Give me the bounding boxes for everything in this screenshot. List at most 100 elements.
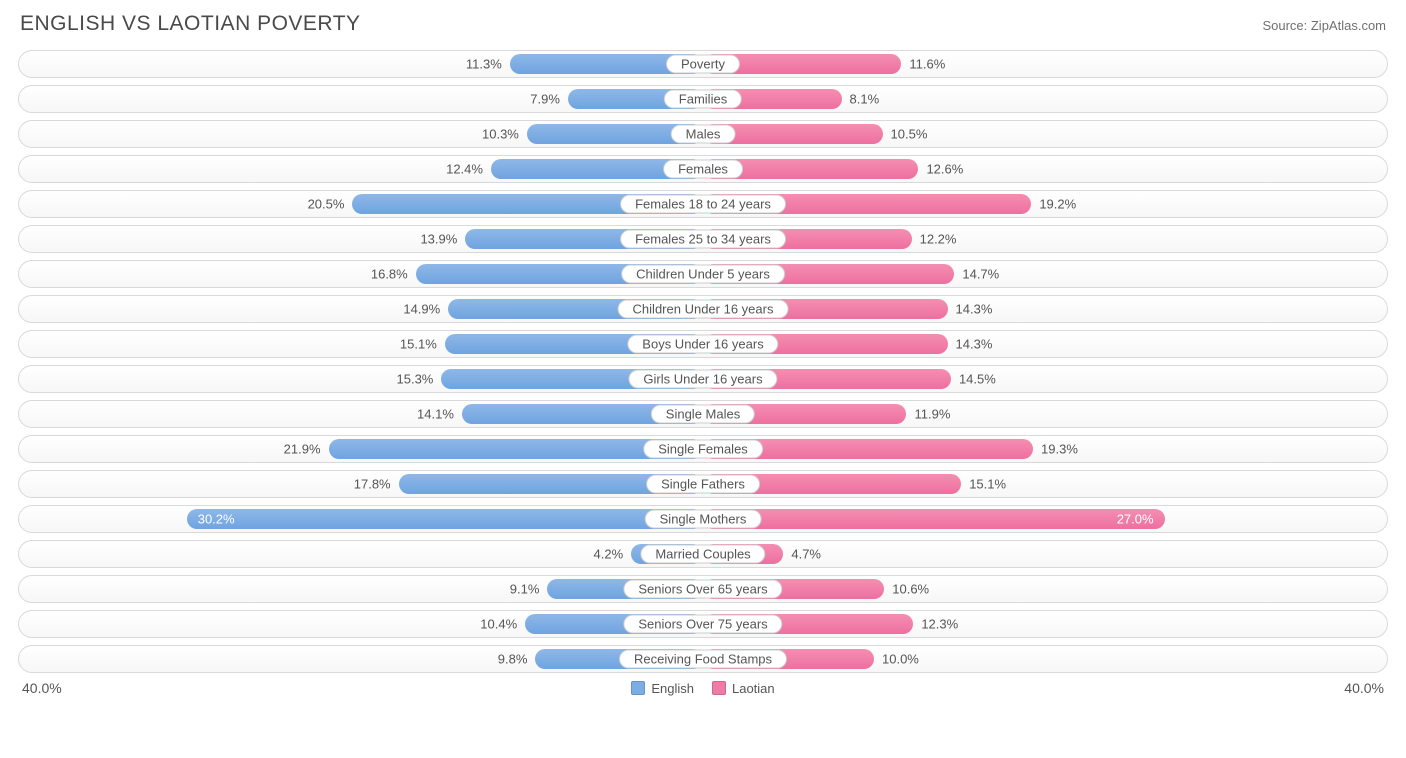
chart-row: 7.9%8.1%Families [18,85,1388,113]
row-left-half: 30.2% [19,506,703,532]
category-pill: Poverty [666,55,740,74]
chart-row: 9.8% 10.0% Receiving Food Stamps [18,645,1388,673]
row-right-half: 10.0% [703,646,1387,672]
row-left-half: 12.4% [19,156,703,182]
row-right-half: 12.2% [703,226,1387,252]
category-pill: Single Mothers [645,510,762,529]
row-left-half: 20.5% [19,191,703,217]
bar-laotian [703,509,1165,529]
chart-row: 11.3% 11.6% Poverty [18,50,1388,78]
row-left-half: 17.8% [19,471,703,497]
value-label-laotian: 12.6% [926,162,963,177]
category-pill: Single Females [643,440,763,459]
value-label-laotian: 11.6% [909,57,945,72]
chart-area: 11.3%11.6%Poverty7.9%8.1%Families10.3%10… [18,50,1388,673]
value-label-laotian: 14.5% [959,372,996,387]
value-label-english: 17.8% [354,477,391,492]
category-pill: Single Males [651,405,755,424]
category-pill: Females 18 to 24 years [620,195,786,214]
value-label-english: 16.8% [371,267,408,282]
value-label-laotian: 14.3% [956,337,993,352]
row-left-half: 16.8% [19,261,703,287]
row-right-half: 11.6% [703,51,1387,77]
row-left-half: 15.3% [19,366,703,392]
value-label-english: 15.1% [400,337,437,352]
legend-label-english: English [651,681,694,696]
row-right-half: 10.6% [703,576,1387,602]
chart-row: 10.3% 10.5% Males [18,120,1388,148]
value-label-english: 12.4% [446,162,483,177]
row-right-half: 12.6% [703,156,1387,182]
value-label-laotian: 11.9% [914,407,950,422]
row-left-half: 13.9% [19,226,703,252]
legend: English Laotian [631,681,774,696]
category-pill: Seniors Over 75 years [623,615,782,634]
row-left-half: 9.8% [19,646,703,672]
bar-english [187,509,703,529]
row-left-half: 9.1% [19,576,703,602]
row-left-half: 4.2% [19,541,703,567]
chart-row: 9.1% 10.6%Seniors Over 65 years [18,575,1388,603]
value-label-laotian: 10.0% [882,652,919,667]
value-label-laotian: 8.1% [850,92,880,107]
row-right-half: 14.3% [703,331,1387,357]
row-left-half: 15.1% [19,331,703,357]
value-label-laotian: 19.2% [1039,197,1076,212]
legend-swatch-english [631,681,645,695]
row-right-half: 27.0% [703,506,1387,532]
legend-item-english: English [631,681,694,696]
category-pill: Females 25 to 34 years [620,230,786,249]
value-label-laotian: 12.2% [920,232,957,247]
value-label-laotian: 4.7% [791,547,821,562]
row-left-half: 14.1% [19,401,703,427]
category-pill: Receiving Food Stamps [619,650,787,669]
row-left-half: 11.3% [19,51,703,77]
chart-footer: 40.0% English Laotian 40.0% [18,680,1388,696]
value-label-english: 4.2% [594,547,624,562]
value-label-english: 15.3% [397,372,434,387]
category-pill: Single Fathers [646,475,760,494]
value-label-english: 30.2% [198,512,235,527]
row-right-half: 19.2% [703,191,1387,217]
value-label-english: 10.3% [482,127,519,142]
value-label-english: 10.4% [480,617,517,632]
value-label-laotian: 12.3% [921,617,958,632]
row-right-half: 4.7% [703,541,1387,567]
category-pill: Married Couples [640,545,765,564]
legend-swatch-laotian [712,681,726,695]
row-left-half: 21.9% [19,436,703,462]
value-label-english: 11.3% [466,57,502,72]
category-pill: Children Under 16 years [618,300,789,319]
chart-row: 30.2% 27.0% Single Mothers [18,505,1388,533]
value-label-laotian: 19.3% [1041,442,1078,457]
chart-title: ENGLISH VS LAOTIAN POVERTY [20,12,361,36]
chart-row: 14.1% 11.9% Single Males [18,400,1388,428]
chart-row: 4.2% 4.7% Married Couples [18,540,1388,568]
value-label-laotian: 10.5% [891,127,928,142]
row-left-half: 10.4% [19,611,703,637]
row-right-half: 14.7% [703,261,1387,287]
value-label-laotian: 27.0% [1117,512,1154,527]
row-right-half: 15.1% [703,471,1387,497]
chart-header: ENGLISH VS LAOTIAN POVERTY Source: ZipAt… [18,12,1388,36]
category-pill: Seniors Over 65 years [623,580,782,599]
row-right-half: 8.1% [703,86,1387,112]
value-label-english: 21.9% [284,442,321,457]
chart-row: 15.3%14.5%Girls Under 16 years [18,365,1388,393]
chart-row: 15.1% 14.3% Boys Under 16 years [18,330,1388,358]
value-label-english: 20.5% [308,197,345,212]
row-right-half: 14.3% [703,296,1387,322]
chart-row: 12.4% 12.6% Females [18,155,1388,183]
axis-max-left: 40.0% [22,680,62,696]
category-pill: Boys Under 16 years [627,335,778,354]
value-label-laotian: 14.7% [962,267,999,282]
value-label-laotian: 15.1% [969,477,1006,492]
row-right-half: 11.9% [703,401,1387,427]
category-pill: Females [663,160,743,179]
legend-item-laotian: Laotian [712,681,775,696]
value-label-english: 9.1% [510,582,540,597]
value-label-english: 9.8% [498,652,528,667]
category-pill: Males [671,125,736,144]
chart-row: 14.9%14.3%Children Under 16 years [18,295,1388,323]
chart-row: 13.9% 12.2% Females 25 to 34 years [18,225,1388,253]
